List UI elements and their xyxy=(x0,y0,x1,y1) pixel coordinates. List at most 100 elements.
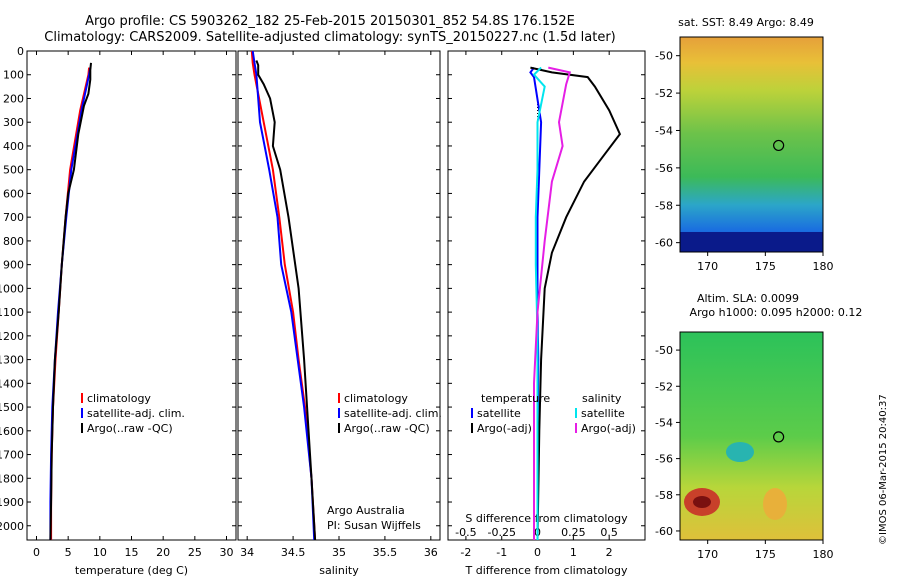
lat-tick-label: -58 xyxy=(655,489,673,502)
lat-tick-label: -60 xyxy=(655,525,673,538)
x-tick-label: 0 xyxy=(33,546,40,559)
x-tick-label: 15 xyxy=(125,546,139,559)
legend-entry-label: Argo(..raw -QC) xyxy=(87,422,173,435)
argo-position-marker xyxy=(773,139,785,152)
y-tick-label: 200 xyxy=(3,92,24,105)
x-axis-label: temperature (deg C) xyxy=(75,564,188,577)
lat-tick-label: -54 xyxy=(655,416,673,429)
x-tick-label: 2 xyxy=(606,546,613,559)
sla-anomaly-core xyxy=(693,496,711,508)
lat-tick-label: -60 xyxy=(655,237,673,250)
figure-title-line2: Climatology: CARS2009. Satellite-adjuste… xyxy=(44,30,616,45)
x-tick-label: 35 xyxy=(332,546,346,559)
x-tick-label: 36 xyxy=(424,546,438,559)
legend-entry-label: Argo(-adj) xyxy=(477,422,532,435)
y-tick-label: 400 xyxy=(3,140,24,153)
y-tick-label: 1400 xyxy=(0,377,24,390)
lat-tick-label: -50 xyxy=(655,50,673,63)
map-panel-2: -50 -52 -54 -56 -58 -60 170 175 180 xyxy=(655,331,834,561)
x-tick-label: 10 xyxy=(93,546,107,559)
timestamp-label: ©IMOS 06-Mar-2015 20:40:37 xyxy=(878,394,889,545)
series-line xyxy=(532,66,546,540)
secondary-tick-label: 0.5 xyxy=(600,526,618,539)
profile-panel-1: 0100200300400500600700800900100011001200… xyxy=(0,45,237,577)
x-tick-label: 34.5 xyxy=(281,546,306,559)
x-tick-label: 35.5 xyxy=(373,546,398,559)
lon-tick-label: 180 xyxy=(813,548,834,561)
lat-tick-label: -52 xyxy=(655,87,673,100)
y-tick-label: 1200 xyxy=(0,330,24,343)
lat-tick-label: -56 xyxy=(655,453,673,466)
y-tick-label: 100 xyxy=(3,69,24,82)
sst-cold-band xyxy=(680,232,823,252)
legend-entry-label: climatology xyxy=(87,392,151,405)
plot-frame xyxy=(26,50,237,541)
legend-entry-label: satellite xyxy=(581,407,625,420)
y-tick-label: 1900 xyxy=(0,496,24,509)
series-line xyxy=(533,66,572,540)
series-line xyxy=(255,60,317,541)
y-tick-label: 300 xyxy=(3,116,24,129)
sla-map-title-line2: Argo h1000: 0.095 h2000: 0.12 xyxy=(690,306,863,319)
y-tick-label: 1000 xyxy=(0,282,24,295)
plot-frame xyxy=(447,50,646,541)
y-tick-label: 0 xyxy=(17,45,24,58)
lon-tick-label: 180 xyxy=(813,260,834,273)
map-frame xyxy=(679,36,824,253)
x-tick-label: 34 xyxy=(240,546,254,559)
map-field xyxy=(680,37,823,252)
secondary-tick-label: -0.5 xyxy=(455,526,476,539)
x-tick-label: 1 xyxy=(570,546,577,559)
lat-tick-label: -58 xyxy=(655,199,673,212)
sla-anomaly-blob xyxy=(763,488,787,520)
y-tick-label: 900 xyxy=(3,259,24,272)
lat-tick-label: -50 xyxy=(655,344,673,357)
y-tick-label: 700 xyxy=(3,211,24,224)
lon-tick-label: 170 xyxy=(697,548,718,561)
legend-heading: salinity xyxy=(582,392,622,405)
argo-position-marker xyxy=(773,431,785,443)
credit-annotation: PI: Susan Wijffels xyxy=(327,519,421,532)
series-line xyxy=(251,50,316,541)
sla-map-title-line1: Altim. SLA: 0.0099 xyxy=(697,292,799,305)
legend-entry-label: Argo(..raw -QC) xyxy=(344,422,430,435)
x-tick-label: 30 xyxy=(220,546,234,559)
x-tick-label: -2 xyxy=(460,546,471,559)
y-tick-label: 1500 xyxy=(0,401,24,414)
x-tick-label: 5 xyxy=(65,546,72,559)
lon-tick-label: 170 xyxy=(697,260,718,273)
sst-map-title: sat. SST: 8.49 Argo: 8.49 xyxy=(678,16,814,29)
x-tick-label: -1 xyxy=(496,546,507,559)
lon-tick-label: 175 xyxy=(755,260,776,273)
map-panel-1: -50 -52 -54 -56 -58 -60 170 175 180 xyxy=(655,36,834,273)
y-tick-label: 1700 xyxy=(0,449,24,462)
profile-panel-3: -2 -1 0 1 2 T difference from climatology -0.5… xyxy=(447,50,646,577)
legend-entry-label: climatology xyxy=(344,392,408,405)
legend-entry-label: satellite-adj. clim. xyxy=(87,407,185,420)
secondary-tick-label: 0.25 xyxy=(561,526,586,539)
series-line xyxy=(530,66,622,541)
lat-tick-label: -56 xyxy=(655,162,673,175)
x-tick-label: 20 xyxy=(156,546,170,559)
sla-anomaly-blob xyxy=(726,442,754,462)
y-tick-label: 2000 xyxy=(0,520,24,533)
legend-entry-label: satellite xyxy=(477,407,521,420)
legend-entry-label: satellite-adj. clim. xyxy=(344,407,442,420)
x-axis-label: salinity xyxy=(319,564,359,577)
map-frame xyxy=(679,331,824,541)
legend-heading: temperature xyxy=(481,392,550,405)
lon-tick-label: 175 xyxy=(755,548,776,561)
y-tick-label: 600 xyxy=(3,187,24,200)
secondary-axis-label: S difference from climatology xyxy=(465,512,628,525)
y-tick-label: 1600 xyxy=(0,425,24,438)
lat-tick-label: -52 xyxy=(655,380,673,393)
x-tick-label: 0 xyxy=(534,546,541,559)
y-tick-label: 1300 xyxy=(0,354,24,367)
x-tick-label: 25 xyxy=(188,546,202,559)
plot-frame xyxy=(237,50,441,541)
figure-title-line1: Argo profile: CS 5903262_182 25-Feb-2015… xyxy=(85,14,575,29)
credit-annotation: Argo Australia xyxy=(327,504,405,517)
legend-entry-label: Argo(-adj) xyxy=(581,422,636,435)
series-line xyxy=(49,62,92,541)
